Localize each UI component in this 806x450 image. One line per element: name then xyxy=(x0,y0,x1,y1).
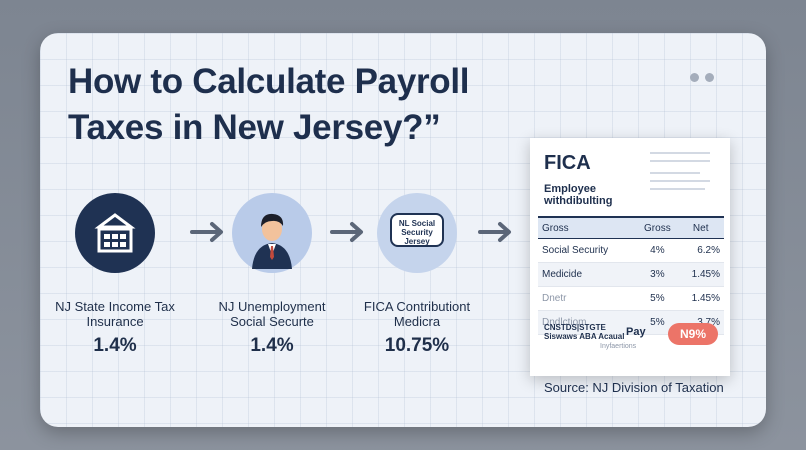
table-row: Medicide 3% 1.45% xyxy=(538,262,724,287)
arrow-right-icon xyxy=(330,222,363,242)
person-icon xyxy=(252,213,292,269)
step-value: 10.75% xyxy=(384,335,450,356)
quote-mark-icon xyxy=(690,69,720,87)
fica-document: FICA Employee withdibulting Gross Gross … xyxy=(530,138,730,376)
document-footer-subtext: Inyfaertions xyxy=(600,343,637,350)
table-cell: Social Security xyxy=(538,238,638,263)
step-fica: NL Social Security Jersey FICA Contribut… xyxy=(327,193,507,357)
step-label: NJ Unemployment Social Securte xyxy=(182,299,362,329)
step-value: 1.4% xyxy=(250,335,294,356)
source-caption: Source: NJ Division of Taxation xyxy=(544,380,724,395)
table-cell: 1.45% xyxy=(677,286,724,311)
document-subtitle: Employee withdibulting xyxy=(544,183,612,207)
table-header-row: Gross Gross Net xyxy=(538,216,724,239)
step-label-line: FICA Contributiont xyxy=(363,299,471,314)
rate-badge: N9% xyxy=(668,323,718,345)
table-cell: 5% xyxy=(637,286,678,311)
step-icon-circle xyxy=(75,193,155,273)
table-cell: 3% xyxy=(637,262,678,287)
table-cell: Medicide xyxy=(538,262,638,287)
placeholder-line xyxy=(650,180,710,182)
step-label-line: NJ State Income Tax xyxy=(55,299,175,314)
table-cell: Dndlctiom xyxy=(538,310,638,335)
step-icon-circle xyxy=(232,193,312,273)
building-icon xyxy=(94,213,136,253)
step-label: NJ State Income Tax Insurance xyxy=(40,299,205,329)
arrow-right-icon xyxy=(478,222,511,242)
document-footer-text: CNSTDS|STGTE Siswaws ABA Acaual xyxy=(544,323,625,341)
infographic-card: How to Calculate Payroll Taxes in New Je… xyxy=(40,33,766,427)
placeholder-line xyxy=(650,172,700,174)
table-cell: 1.45% xyxy=(677,262,724,287)
document-lines xyxy=(650,152,710,196)
table-row: Social Security 4% 6.2% xyxy=(538,238,724,263)
step-unemployment: NJ Unemployment Social Securte 1.4% xyxy=(182,193,362,357)
column-header: Net xyxy=(677,216,724,239)
step-state-income-tax: NJ State Income Tax Insurance 1.4% xyxy=(40,193,205,357)
column-header: Gross xyxy=(538,216,638,239)
step-label-line: Medicra xyxy=(393,314,441,329)
table-cell: 4% xyxy=(637,238,678,263)
placeholder-line xyxy=(650,152,710,154)
arrow-right-icon xyxy=(190,222,223,242)
placeholder-line xyxy=(650,188,705,190)
column-header: Gross xyxy=(637,216,678,239)
step-value: 1.4% xyxy=(93,335,137,356)
step-icon-circle: NL Social Security Jersey xyxy=(377,193,457,273)
table-cell: 6.2% xyxy=(677,238,724,263)
step-label-line: Social Securte xyxy=(230,314,314,329)
placeholder-line xyxy=(650,160,710,162)
document-subtitle-line: Employee xyxy=(544,183,596,195)
table-cell: Dnetr xyxy=(538,286,638,311)
table-row: Dndlctiom 5% 3.7% xyxy=(538,310,724,335)
step-label-line: Insurance xyxy=(86,314,144,329)
table-cell: 5% xyxy=(637,310,678,335)
tax-table: Gross Gross Net Social Security 4% 6.2% … xyxy=(538,216,724,335)
speech-bubble-icon: NL Social Security Jersey xyxy=(390,213,444,247)
page-title: How to Calculate Payroll Taxes in New Je… xyxy=(68,62,470,147)
document-footer-pay: Pay xyxy=(626,326,646,338)
step-label-line: NJ Unemployment xyxy=(218,299,326,314)
document-subtitle-line: withdibulting xyxy=(544,195,613,207)
step-label: FICA Contributiont Medicra xyxy=(327,299,507,329)
document-title: FICA xyxy=(544,152,591,174)
table-row: Dnetr 5% 1.45% xyxy=(538,286,724,311)
